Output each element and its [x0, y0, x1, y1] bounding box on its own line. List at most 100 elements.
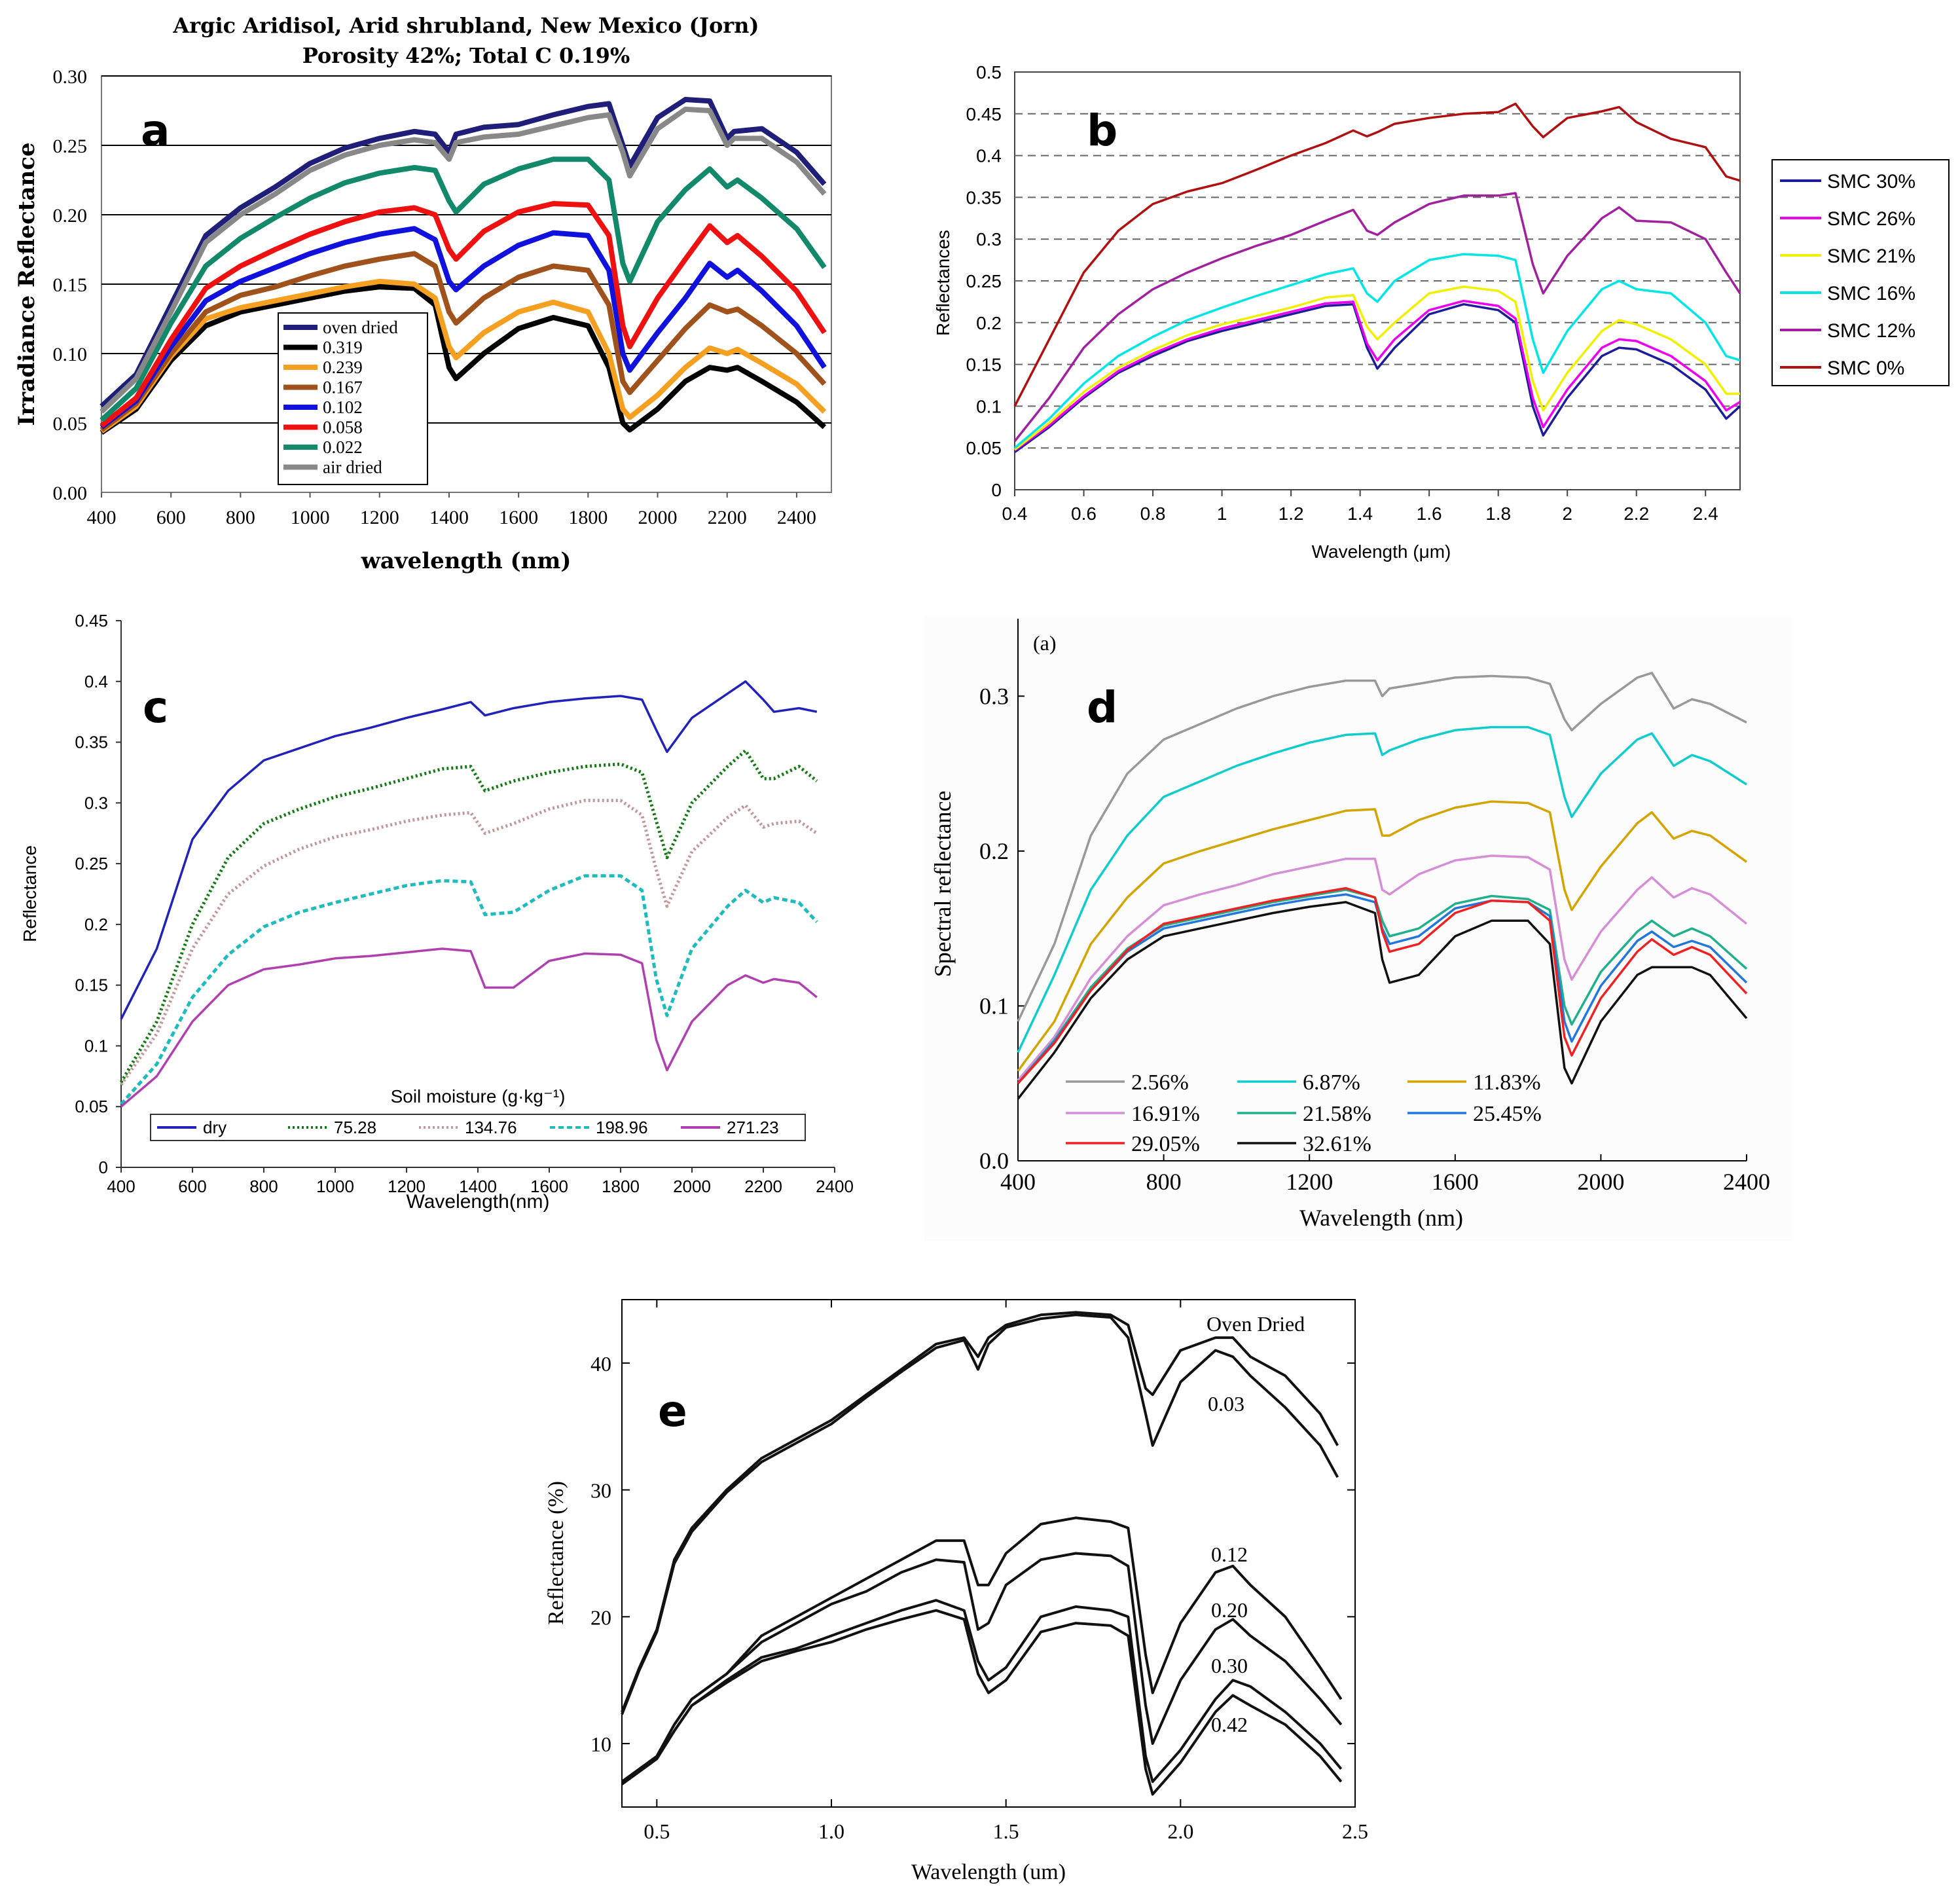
legend-label-a: oven dried	[323, 318, 398, 337]
panel-d-letter: d	[1087, 682, 1117, 733]
y-tick-label-c: 0.05	[75, 1097, 108, 1116]
plot-area-e	[621, 1299, 1356, 1808]
x-tick-label-c: 1000	[316, 1177, 354, 1196]
x-axis-label-c: Wavelength(nm)	[407, 1191, 550, 1213]
panel-b-letter: b	[1087, 105, 1117, 156]
x-tick-label-e: 0.5	[644, 1819, 670, 1843]
legend-b	[1771, 159, 1950, 386]
series-line-a	[100, 201, 827, 428]
x-tick-label-c: 2000	[673, 1177, 711, 1196]
x-tick-label-c: 1600	[530, 1177, 568, 1196]
legend-label-c: 198.96	[596, 1118, 648, 1137]
series-line-e	[621, 1311, 1339, 1713]
series-line-a	[100, 284, 827, 435]
legend-title-c: Soil moisture (g·kg⁻¹)	[391, 1086, 566, 1106]
x-tick-label-b: 1.8	[1485, 503, 1511, 524]
x-axis-label-d: Wavelength (nm)	[1299, 1205, 1463, 1231]
y-tick-label-e: 30	[590, 1479, 611, 1503]
y-tick-label-a: 0.00	[53, 483, 88, 504]
series-line-d	[1017, 901, 1748, 1100]
legend-a	[278, 312, 428, 485]
series-line-d	[1017, 725, 1747, 1053]
x-tick-label-a: 600	[156, 507, 186, 528]
y-tick-label-b: 0.1	[976, 396, 1002, 416]
series-label-e: 0.20	[1211, 1598, 1248, 1622]
legend-label-a: 0.239	[323, 357, 363, 377]
x-tick-label-d: 400	[1000, 1169, 1036, 1195]
legend-label-a: 0.058	[323, 418, 363, 437]
x-tick-label-d: 2400	[1723, 1169, 1770, 1195]
legend-label-a: 0.022	[323, 437, 363, 457]
x-axis-label-a: wavelength (nm)	[361, 548, 572, 574]
y-tick-label-a: 0.30	[53, 66, 88, 88]
x-tick-label-e: 2.5	[1342, 1819, 1368, 1843]
legend-label-d: 16.91%	[1131, 1102, 1200, 1126]
legend-c	[150, 1114, 806, 1141]
series-line-b	[1013, 285, 1740, 451]
panel-d-background	[924, 615, 1792, 1241]
y-tick-label-c: 0.3	[84, 793, 108, 813]
y-tick-label-d: 0.1	[979, 993, 1009, 1019]
legend-label-d: 2.56%	[1131, 1070, 1189, 1095]
x-tick-label-a: 800	[226, 507, 255, 528]
x-tick-label-c: 2200	[744, 1177, 782, 1196]
series-line-c	[120, 947, 818, 1108]
series-line-a	[100, 251, 827, 432]
y-axis-label-d: Spectral reflectance	[930, 791, 956, 977]
x-tick-label-b: 2.4	[1693, 503, 1718, 524]
x-tick-label-a: 1800	[568, 507, 608, 528]
y-tick-label-b: 0	[991, 480, 1002, 500]
x-tick-label-e: 2.0	[1167, 1819, 1193, 1843]
legend-label-b: SMC 30%	[1827, 171, 1915, 192]
chart-title-a: Argic Aridisol, Arid shrubland, New Mexi…	[172, 13, 759, 38]
series-line-e	[621, 1609, 1343, 1796]
y-tick-label-c: 0	[99, 1158, 108, 1177]
x-tick-label-c: 600	[178, 1177, 206, 1196]
y-tick-label-b: 0.35	[966, 187, 1002, 208]
x-tick-label-a: 1400	[429, 507, 469, 528]
panel-e-letter: e	[658, 1386, 687, 1436]
series-line-d	[1017, 886, 1748, 1084]
series-line-c	[119, 749, 818, 1084]
x-tick-label-d: 1600	[1432, 1169, 1479, 1195]
legend-label-d: 6.87%	[1303, 1070, 1360, 1095]
x-tick-label-a: 1000	[291, 507, 330, 528]
panel-d-annotation: (a)	[1033, 631, 1057, 655]
x-tick-label-b: 1.6	[1417, 503, 1442, 524]
y-tick-label-b: 0.25	[966, 271, 1002, 291]
x-tick-label-b: 1.2	[1279, 503, 1304, 524]
series-line-a	[100, 156, 827, 422]
x-tick-label-d: 1200	[1286, 1169, 1333, 1195]
x-tick-label-c: 1200	[388, 1177, 426, 1196]
x-tick-label-d: 800	[1146, 1169, 1182, 1195]
y-tick-label-d: 0.2	[979, 838, 1009, 864]
y-tick-label-c: 0.2	[84, 915, 108, 934]
panel-a-letter: a	[141, 105, 170, 156]
y-axis-label-b: Reflectances	[933, 230, 953, 336]
series-line-e	[621, 1313, 1339, 1715]
y-tick-label-b: 0.15	[966, 355, 1002, 375]
y-tick-label-e: 40	[590, 1352, 611, 1376]
series-line-e	[621, 1552, 1343, 1783]
x-tick-label-a: 400	[87, 507, 117, 528]
y-tick-label-e: 10	[590, 1732, 611, 1756]
legend-label-a: air dried	[323, 458, 382, 477]
series-line-d	[1017, 672, 1747, 1022]
x-tick-label-b: 1.4	[1347, 503, 1373, 524]
x-tick-label-c: 2400	[816, 1177, 854, 1196]
y-tick-label-a: 0.05	[53, 413, 88, 435]
x-tick-label-b: 0.8	[1140, 503, 1166, 524]
legend-label-a: 0.319	[323, 338, 363, 357]
y-tick-label-d: 0.3	[979, 683, 1009, 709]
legend-label-c: 75.28	[334, 1118, 376, 1137]
y-tick-label-b: 0.05	[966, 438, 1002, 458]
x-tick-label-a: 1600	[499, 507, 538, 528]
y-tick-label-c: 0.25	[75, 854, 108, 873]
series-line-b	[1013, 302, 1741, 454]
legend-label-d: 25.45%	[1473, 1102, 1542, 1126]
series-line-e	[621, 1599, 1343, 1785]
x-tick-label-c: 800	[249, 1177, 278, 1196]
x-tick-label-c: 1400	[459, 1177, 497, 1196]
y-tick-label-a: 0.20	[53, 205, 88, 227]
series-line-a	[100, 97, 827, 409]
